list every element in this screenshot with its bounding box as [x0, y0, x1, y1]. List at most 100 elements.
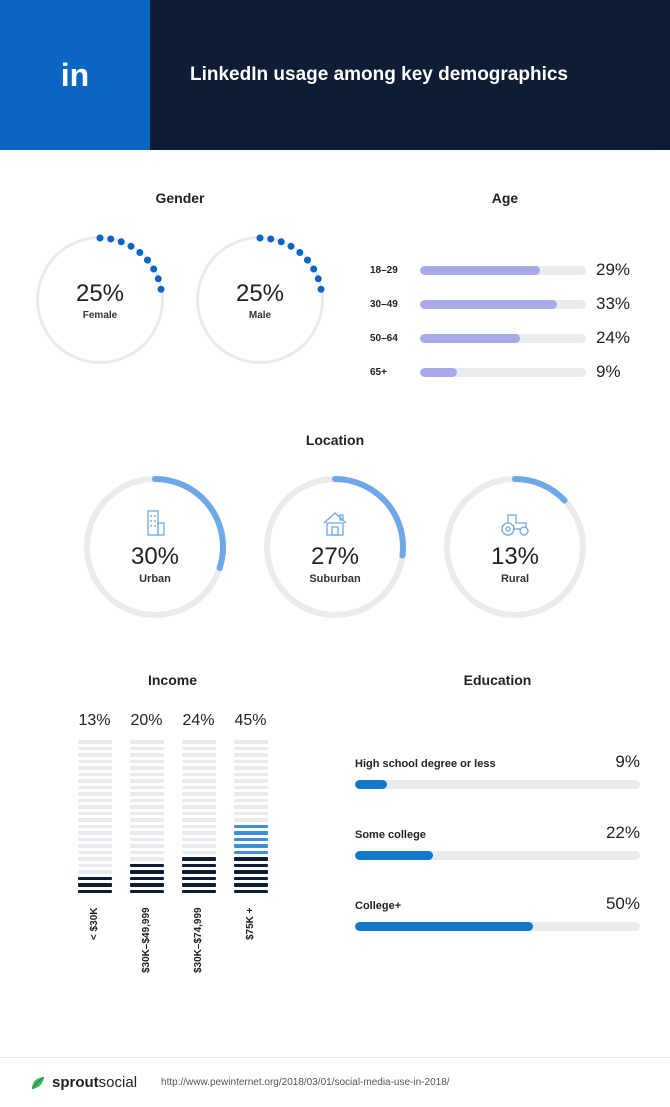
income-seg — [234, 851, 268, 855]
gender-label: Male — [249, 310, 271, 321]
income-seg — [78, 857, 112, 861]
income-seg — [78, 831, 112, 835]
income-seg — [234, 870, 268, 874]
income-seg — [78, 890, 112, 894]
income-seg — [78, 792, 112, 796]
income-seg — [130, 890, 164, 894]
age-bar — [420, 266, 586, 275]
location-charts: 30%Urban27%Suburban13%Rural — [30, 472, 640, 622]
income-label: $30K–$49,999 — [141, 907, 152, 987]
income-seg — [78, 818, 112, 822]
income-seg — [234, 760, 268, 764]
income-seg — [130, 857, 164, 861]
income-seg — [182, 877, 216, 881]
income-seg — [182, 799, 216, 803]
education-label: College+ — [355, 900, 401, 912]
income-seg — [234, 883, 268, 887]
income-seg — [234, 766, 268, 770]
education-bar-fill — [355, 780, 387, 789]
income-bars — [78, 740, 112, 893]
income-seg — [182, 890, 216, 894]
income-seg — [130, 766, 164, 770]
income-seg — [130, 760, 164, 764]
income-seg — [182, 844, 216, 848]
education-row-top: High school degree or less9% — [355, 752, 640, 772]
income-seg — [182, 805, 216, 809]
income-seg — [130, 799, 164, 803]
education-row: College+ 50% — [355, 894, 640, 931]
income-seg — [234, 812, 268, 816]
age-label: 50–64 — [370, 333, 410, 344]
income-bars — [182, 740, 216, 893]
income-seg — [130, 831, 164, 835]
education-row-top: Some college 22% — [355, 823, 640, 843]
education-label: Some college — [355, 829, 426, 841]
gender-charts: 25%Female25%Male — [30, 230, 330, 370]
donut-center: 25%Female — [30, 230, 170, 370]
income-seg — [182, 773, 216, 777]
income-seg — [130, 864, 164, 868]
building-icon — [142, 509, 168, 537]
income-label: $75K + — [245, 907, 256, 987]
income-seg — [78, 851, 112, 855]
income-col: 45% $75K + — [234, 712, 268, 987]
income-seg — [78, 805, 112, 809]
content: Gender25%Female25%MaleAge18–2929%30–4933… — [0, 150, 670, 1057]
education-bar — [355, 780, 640, 789]
income-seg — [130, 786, 164, 790]
income-seg — [182, 779, 216, 783]
location-pct: 13% — [491, 543, 539, 571]
age-label: 18–29 — [370, 265, 410, 276]
location-section: Location30%Urban27%Suburban13%Rural — [30, 432, 640, 622]
education-bar — [355, 922, 640, 931]
age-pct: 9% — [596, 362, 640, 382]
row-gender-age: Gender25%Female25%MaleAge18–2929%30–4933… — [30, 190, 640, 382]
income-seg — [130, 851, 164, 855]
income-pct: 45% — [234, 712, 266, 730]
age-label: 65+ — [370, 367, 410, 378]
gender-title: Gender — [30, 190, 330, 206]
education-pct: 50% — [606, 894, 640, 914]
income-section: Income13%< $30K20%$30K–$49,99924%$30K–$7… — [30, 672, 315, 987]
income-seg — [182, 838, 216, 842]
education-rows: High school degree or less9% Some college… — [355, 712, 640, 931]
income-seg — [234, 786, 268, 790]
age-row: 65+ 9% — [370, 362, 640, 382]
education-bar-fill — [355, 922, 533, 931]
education-pct: 22% — [606, 823, 640, 843]
income-seg — [78, 812, 112, 816]
income-col: 24%$30K–$74,999 — [182, 712, 216, 987]
income-seg — [130, 805, 164, 809]
age-title: Age — [370, 190, 640, 206]
income-seg — [130, 747, 164, 751]
income-seg — [130, 877, 164, 881]
income-seg — [182, 792, 216, 796]
income-seg — [130, 753, 164, 757]
income-seg — [130, 740, 164, 744]
income-seg — [234, 890, 268, 894]
income-seg — [130, 818, 164, 822]
education-row-top: College+ 50% — [355, 894, 640, 914]
income-seg — [78, 740, 112, 744]
age-label: 30–49 — [370, 299, 410, 310]
gender-section: Gender 25%Female25%Male — [30, 190, 330, 382]
tractor-icon — [498, 509, 532, 537]
income-seg — [234, 773, 268, 777]
income-seg — [234, 805, 268, 809]
income-seg — [182, 870, 216, 874]
income-seg — [234, 877, 268, 881]
income-seg — [182, 831, 216, 835]
income-col: 13%< $30K — [78, 712, 112, 987]
age-bar — [420, 334, 586, 343]
income-seg — [78, 747, 112, 751]
income-seg — [78, 773, 112, 777]
location-donut: 30%Urban — [80, 472, 230, 622]
income-label: < $30K — [89, 907, 100, 987]
location-pct: 27% — [311, 543, 359, 571]
gender-donut: 25%Female — [30, 230, 170, 370]
linkedin-icon: in — [61, 57, 89, 94]
education-row: High school degree or less9% — [355, 752, 640, 789]
income-seg — [78, 760, 112, 764]
income-bars — [130, 740, 164, 893]
education-row: Some college 22% — [355, 823, 640, 860]
